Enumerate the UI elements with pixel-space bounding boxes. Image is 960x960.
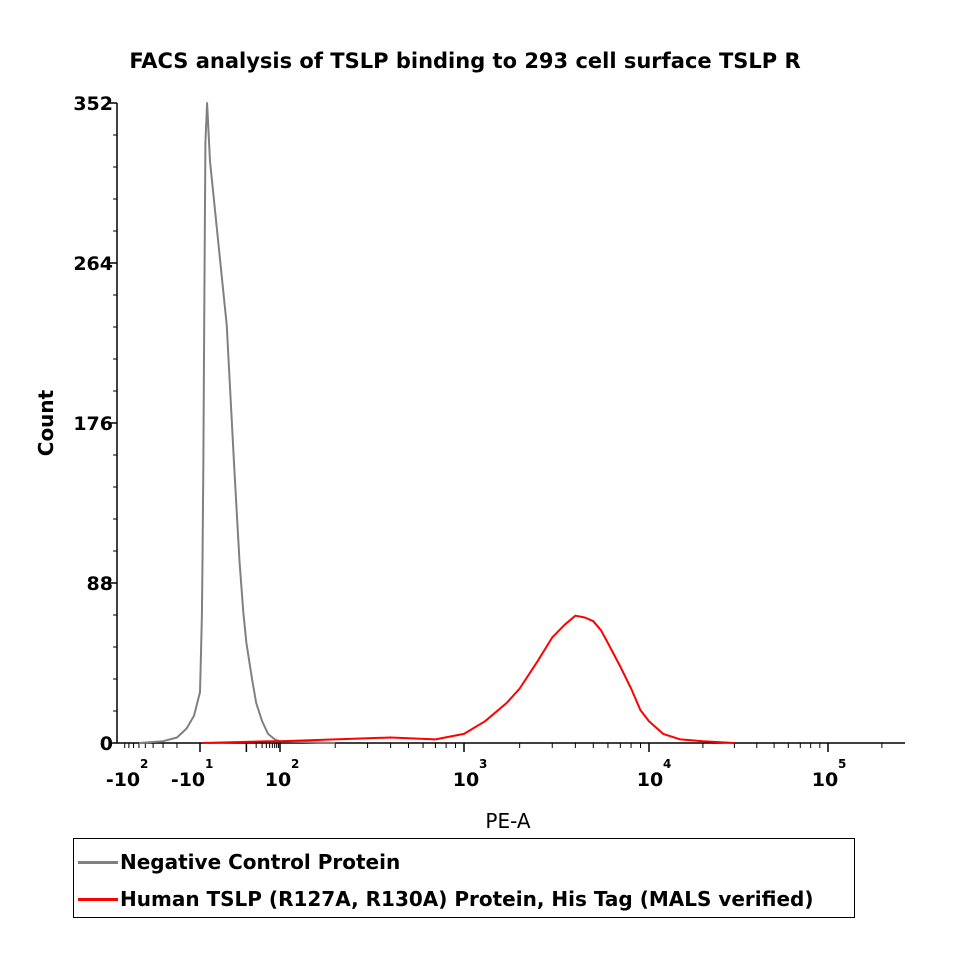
x-tick-label: 10: [453, 769, 479, 791]
legend-swatch-red: [78, 897, 118, 901]
y-tick-label: 176: [73, 413, 113, 435]
x-tick-label: 10: [812, 769, 838, 791]
y-axis-title: Count: [34, 389, 58, 456]
y-axis-ticks: 0 88 176 264 352: [73, 93, 117, 755]
legend: Negative Control Protein Human TSLP (R12…: [73, 838, 855, 918]
legend-swatch-gray: [78, 860, 118, 864]
chart-title: FACS analysis of TSLP binding to 293 cel…: [129, 49, 800, 73]
legend-label: Human TSLP (R127A, R130A) Protein, His T…: [120, 887, 814, 911]
x-tick-exponent: 5: [838, 757, 846, 771]
axes: [116, 103, 905, 744]
x-tick-exponent: 3: [479, 757, 487, 771]
y-tick-label: 264: [73, 253, 113, 275]
x-tick-exponent: 1: [205, 757, 213, 771]
y-tick-label: 0: [100, 733, 113, 755]
x-axis-title: PE-A: [485, 809, 530, 833]
series-line-1: [202, 614, 735, 744]
legend-label: Negative Control Protein: [120, 850, 401, 874]
x-tick-label: -10: [171, 769, 205, 791]
y-tick-label: 88: [87, 573, 113, 595]
legend-item-negative-control: Negative Control Protein: [78, 847, 400, 877]
x-tick-exponent: 2: [140, 757, 148, 771]
x-tick-label: 10: [637, 769, 663, 791]
x-tick-exponent: 4: [663, 757, 671, 771]
x-tick-label: -10: [106, 769, 140, 791]
y-tick-label: 352: [73, 93, 113, 115]
series-layer: [138, 102, 735, 744]
x-tick-label: 10: [265, 769, 291, 791]
x-tick-exponent: 2: [291, 757, 299, 771]
series-line-0: [138, 102, 336, 744]
legend-item-human-tslp: Human TSLP (R127A, R130A) Protein, His T…: [78, 884, 814, 914]
